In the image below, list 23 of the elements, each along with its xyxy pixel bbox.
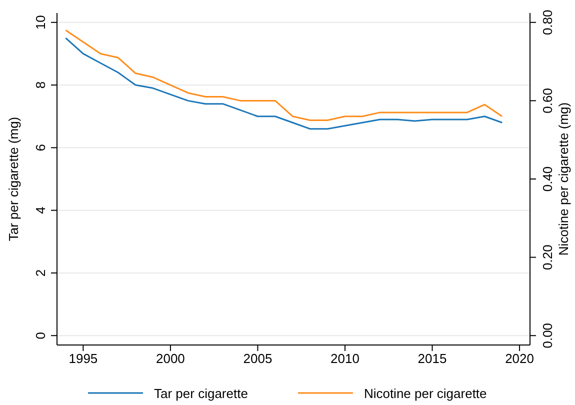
y-tick-label: 4 (33, 206, 48, 214)
y2-tick-label: 0.60 (540, 88, 555, 114)
legend-label: Tar per cigarette (154, 386, 248, 401)
y2-tick-label: 0.40 (540, 166, 555, 192)
y-tick-label: 6 (33, 144, 48, 152)
y-tick-label: 10 (33, 15, 48, 30)
y-axis-title: Tar per cigarette (mg) (6, 116, 21, 242)
y2-tick-label: 0.00 (540, 322, 555, 348)
y-tick-label: 2 (33, 269, 48, 277)
line-series (64, 29, 503, 122)
y2-axis-title: Nicotine per cigarette (mg) (556, 102, 571, 256)
y2-tick-label: 0.80 (540, 10, 555, 36)
y-tick-label: 8 (33, 81, 48, 89)
y-tick-label: 0 (33, 332, 48, 340)
x-tick-label: 2000 (156, 351, 185, 366)
x-tick-label: 2010 (330, 351, 360, 366)
line-series (64, 37, 503, 130)
legend-label: Nicotine per cigarette (364, 386, 487, 401)
y2-tick-label: 0.20 (540, 244, 555, 270)
x-tick-label: 2015 (418, 351, 447, 366)
x-tick-label: 1995 (68, 351, 98, 366)
x-tick-label: 2020 (505, 351, 534, 366)
x-tick-label: 2005 (243, 351, 272, 366)
